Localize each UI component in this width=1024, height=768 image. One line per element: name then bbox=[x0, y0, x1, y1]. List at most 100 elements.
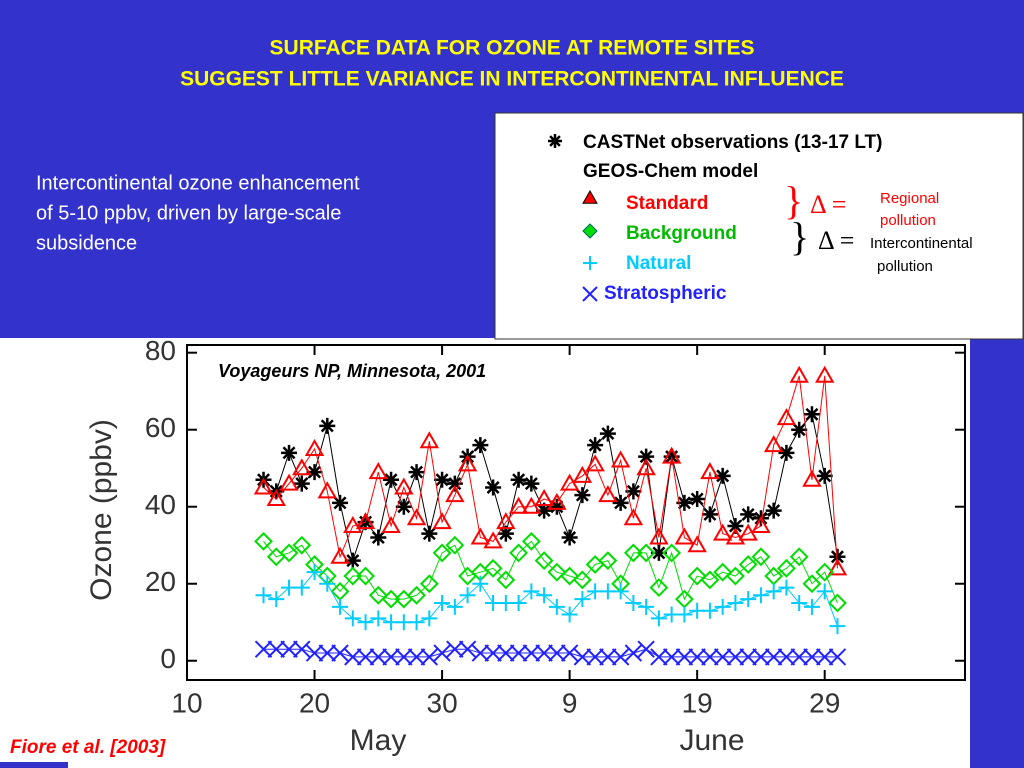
legend-box bbox=[494, 112, 1024, 340]
marker bbox=[560, 566, 580, 586]
marker bbox=[803, 648, 821, 666]
marker bbox=[434, 594, 451, 611]
marker bbox=[268, 591, 285, 608]
x-tick-label: 29 bbox=[809, 687, 840, 718]
legend-marker bbox=[583, 256, 597, 270]
marker bbox=[829, 618, 846, 635]
marker bbox=[638, 598, 655, 615]
marker bbox=[624, 644, 643, 662]
marker bbox=[649, 578, 669, 598]
marker bbox=[776, 408, 797, 426]
plot-frame bbox=[186, 344, 966, 681]
marker bbox=[535, 644, 553, 662]
marker bbox=[381, 589, 401, 609]
legend-label: Natural bbox=[626, 253, 691, 274]
marker bbox=[523, 583, 540, 600]
legend-label: Stratospheric bbox=[604, 283, 727, 304]
marker bbox=[255, 587, 272, 604]
marker bbox=[752, 648, 770, 666]
marker bbox=[687, 535, 707, 553]
marker bbox=[585, 454, 605, 472]
marker bbox=[510, 594, 527, 611]
marker bbox=[814, 365, 835, 383]
marker bbox=[292, 458, 312, 476]
marker bbox=[778, 444, 795, 461]
marker bbox=[445, 535, 465, 555]
marker bbox=[344, 648, 362, 666]
annotation: Intercontinental bbox=[870, 235, 973, 252]
marker bbox=[701, 648, 719, 666]
annotation: Regional bbox=[880, 190, 939, 207]
marker bbox=[574, 591, 591, 608]
marker bbox=[280, 640, 298, 658]
marker bbox=[791, 594, 808, 611]
marker bbox=[472, 575, 489, 592]
marker bbox=[381, 515, 401, 533]
marker bbox=[610, 450, 631, 468]
marker bbox=[446, 475, 463, 492]
marker bbox=[791, 421, 808, 438]
marker bbox=[382, 648, 400, 666]
marker bbox=[419, 431, 440, 449]
marker bbox=[611, 648, 630, 666]
marker bbox=[599, 648, 617, 666]
marker bbox=[638, 448, 655, 465]
marker bbox=[420, 648, 439, 666]
marker bbox=[816, 583, 833, 600]
marker bbox=[319, 417, 336, 434]
marker bbox=[726, 566, 745, 586]
marker bbox=[573, 648, 592, 666]
marker bbox=[662, 543, 682, 563]
y-tick-label: 20 bbox=[145, 566, 176, 597]
y-axis-label: Ozone (ppbv) bbox=[85, 419, 118, 601]
marker bbox=[457, 454, 478, 472]
body-text: subsidence bbox=[36, 232, 137, 254]
marker bbox=[395, 498, 412, 515]
marker bbox=[343, 515, 363, 533]
title-line: SURFACE DATA FOR OZONE AT REMOTE SITES bbox=[270, 37, 755, 60]
marker bbox=[369, 648, 388, 666]
marker bbox=[777, 648, 796, 666]
marker bbox=[536, 587, 553, 604]
marker bbox=[485, 479, 502, 496]
marker bbox=[496, 570, 516, 590]
marker bbox=[777, 558, 796, 578]
marker bbox=[650, 610, 667, 627]
marker bbox=[572, 465, 593, 483]
marker bbox=[713, 648, 732, 666]
annotation: pollution bbox=[877, 258, 933, 275]
legend-marker bbox=[582, 189, 598, 204]
annotation: pollution bbox=[880, 212, 936, 229]
marker bbox=[751, 547, 771, 567]
legend-label: GEOS-Chem model bbox=[583, 161, 758, 182]
marker bbox=[408, 614, 425, 631]
series-line bbox=[263, 540, 838, 604]
marker bbox=[395, 648, 413, 666]
marker bbox=[676, 606, 693, 623]
marker bbox=[700, 462, 720, 480]
marker bbox=[548, 498, 565, 515]
marker bbox=[612, 494, 629, 511]
body-text: Intercontinental ozone enhancement bbox=[36, 172, 360, 194]
marker bbox=[408, 464, 425, 481]
marker bbox=[421, 610, 438, 627]
marker bbox=[661, 446, 682, 464]
marker bbox=[547, 562, 567, 582]
marker bbox=[534, 489, 554, 507]
marker bbox=[497, 644, 515, 662]
marker bbox=[306, 464, 323, 481]
marker bbox=[344, 552, 361, 569]
marker bbox=[623, 508, 644, 526]
marker bbox=[356, 648, 375, 666]
marker bbox=[726, 648, 745, 666]
marker bbox=[344, 610, 361, 627]
marker bbox=[267, 640, 285, 658]
marker bbox=[281, 444, 298, 461]
marker bbox=[587, 437, 604, 454]
marker bbox=[521, 531, 541, 551]
marker bbox=[676, 494, 693, 511]
marker bbox=[612, 583, 629, 600]
x-tick-label: 9 bbox=[562, 687, 578, 718]
marker bbox=[586, 648, 604, 666]
delta: Δ = bbox=[818, 226, 854, 255]
